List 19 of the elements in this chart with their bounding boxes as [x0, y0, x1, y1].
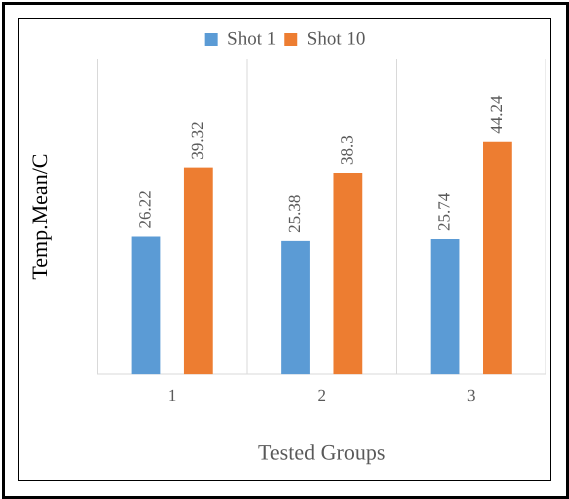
data-label: 44.24	[486, 95, 506, 134]
y-axis-title: Temp.Mean/C	[26, 154, 52, 280]
bar	[483, 142, 512, 374]
bar	[430, 238, 460, 374]
bar	[333, 173, 362, 374]
x-axis-title: Tested Groups	[258, 440, 386, 465]
x-tick-label: 3	[466, 386, 476, 405]
x-tick-label: 1	[168, 386, 176, 405]
data-label: 39.32	[188, 121, 207, 160]
bar	[184, 168, 213, 374]
data-label: 25.74	[434, 192, 454, 231]
data-label: 38.3	[337, 135, 356, 165]
data-label: 26.22	[135, 190, 154, 228]
legend-label: Shot 1	[227, 28, 276, 50]
legend-label: Shot 10	[306, 28, 366, 50]
x-tick-label: 2	[317, 386, 326, 405]
bar	[132, 236, 160, 374]
data-label: 25.38	[285, 194, 304, 233]
bar	[281, 240, 310, 374]
